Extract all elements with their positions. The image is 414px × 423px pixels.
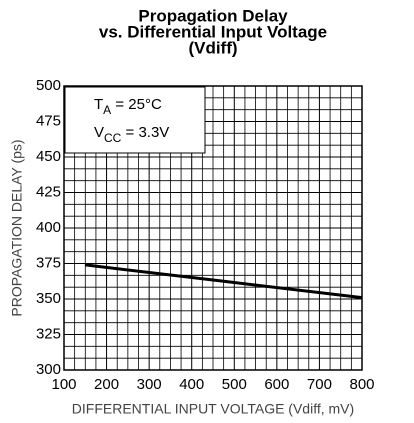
x-tick-label: 400 [179, 376, 204, 393]
x-tick-label: 600 [264, 376, 289, 393]
annotation-box [64, 86, 206, 154]
chart-title: Propagation Delay [138, 6, 288, 25]
y-tick-label: 425 [36, 183, 61, 200]
annotation: TA = 25°C [94, 96, 162, 117]
annotation-sub: A [103, 103, 111, 117]
y-tick-label: 325 [36, 325, 61, 342]
y-axis-label: PROPAGATION DELAY (ps) [9, 139, 25, 316]
chart-title: (Vdiff) [188, 38, 237, 57]
y-tick-label: 350 [36, 290, 61, 307]
annotation-base: V [94, 124, 104, 141]
annotation-sub: CC [104, 131, 122, 145]
y-tick-label: 450 [36, 148, 61, 165]
y-tick-label: 300 [36, 361, 61, 378]
x-tick-label: 300 [137, 376, 162, 393]
annotation-base: T [94, 96, 103, 113]
plot-frame [63, 85, 363, 371]
data-line [85, 263, 363, 300]
y-tick-label: 375 [36, 254, 61, 271]
y-tick-label: 400 [36, 219, 61, 236]
annotation-text: = 3.3V [121, 124, 169, 141]
x-tick-label: 200 [94, 376, 119, 393]
x-tick-label: 100 [51, 376, 76, 393]
x-tick-label: 700 [307, 376, 332, 393]
y-tick-label: 500 [36, 77, 61, 94]
annotation: VCC = 3.3V [94, 124, 169, 145]
y-tick-label: 475 [36, 112, 61, 129]
x-axis-label: DIFFERENTIAL INPUT VOLTAGE (Vdiff, mV) [72, 401, 354, 417]
chart-title: vs. Differential Input Voltage [99, 22, 327, 41]
x-tick-label: 500 [222, 376, 247, 393]
x-tick-label: 800 [349, 376, 374, 393]
annotation-text: = 25°C [111, 96, 162, 113]
